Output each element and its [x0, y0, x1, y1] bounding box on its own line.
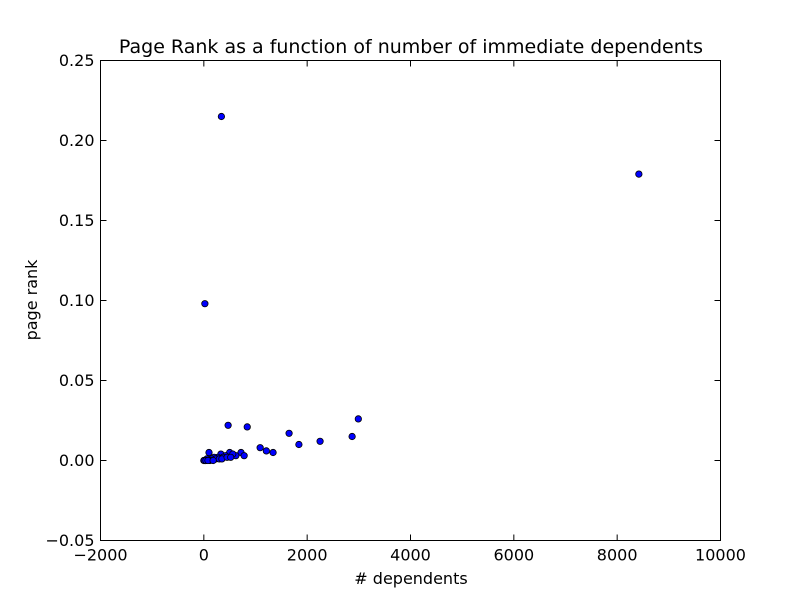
y-tick-label-2: 0.05: [59, 371, 95, 390]
x-tick-label-6: 10000: [695, 546, 746, 565]
scatter-point-9: [296, 441, 302, 447]
y-tick-label-5: 0.20: [59, 131, 95, 150]
y-tick-label-0: −0.05: [45, 531, 94, 550]
x-tick-label-3: 4000: [390, 546, 431, 565]
scatter-point-7: [349, 433, 355, 439]
scatter-point-5: [244, 424, 250, 430]
scatter-point-2: [202, 301, 208, 307]
scatter-point-0: [218, 113, 224, 119]
y-tick-label-4: 0.15: [59, 211, 95, 230]
scatter-point-12: [270, 449, 276, 455]
scatter-point-4: [225, 422, 231, 428]
x-tick-label-4: 6000: [493, 546, 534, 565]
scatter-point-8: [317, 438, 323, 444]
x-axis-title: # dependents: [354, 569, 467, 588]
chart-title: Page Rank as a function of number of imm…: [119, 36, 703, 58]
scatter-point-3: [355, 416, 361, 422]
scatter-point-13: [206, 449, 212, 455]
y-axis-title: page rank: [22, 259, 41, 341]
scatter-point-17: [241, 453, 247, 459]
ticks-layer: [101, 61, 721, 541]
scatter-point-34: [210, 457, 216, 463]
scatter-point-11: [263, 448, 269, 454]
scatter-point-1: [636, 171, 642, 177]
tick-labels-layer: −2000 0 2000 4000 6000 8000 10000−0.050.000.05…: [45, 51, 745, 565]
x-tick-label-1: 0: [199, 546, 209, 565]
points-layer: [201, 113, 642, 463]
y-tick-label-3: 0.10: [59, 291, 95, 310]
scatter-point-10: [257, 445, 263, 451]
x-tick-label-2: 2000: [287, 546, 328, 565]
y-tick-label-1: 0.00: [59, 451, 95, 470]
scatter-point-37: [228, 454, 234, 460]
plot-area-frame: [101, 61, 721, 541]
x-tick-label-5: 8000: [597, 546, 638, 565]
y-tick-label-6: 0.25: [59, 51, 95, 70]
scatter-point-6: [286, 430, 292, 436]
